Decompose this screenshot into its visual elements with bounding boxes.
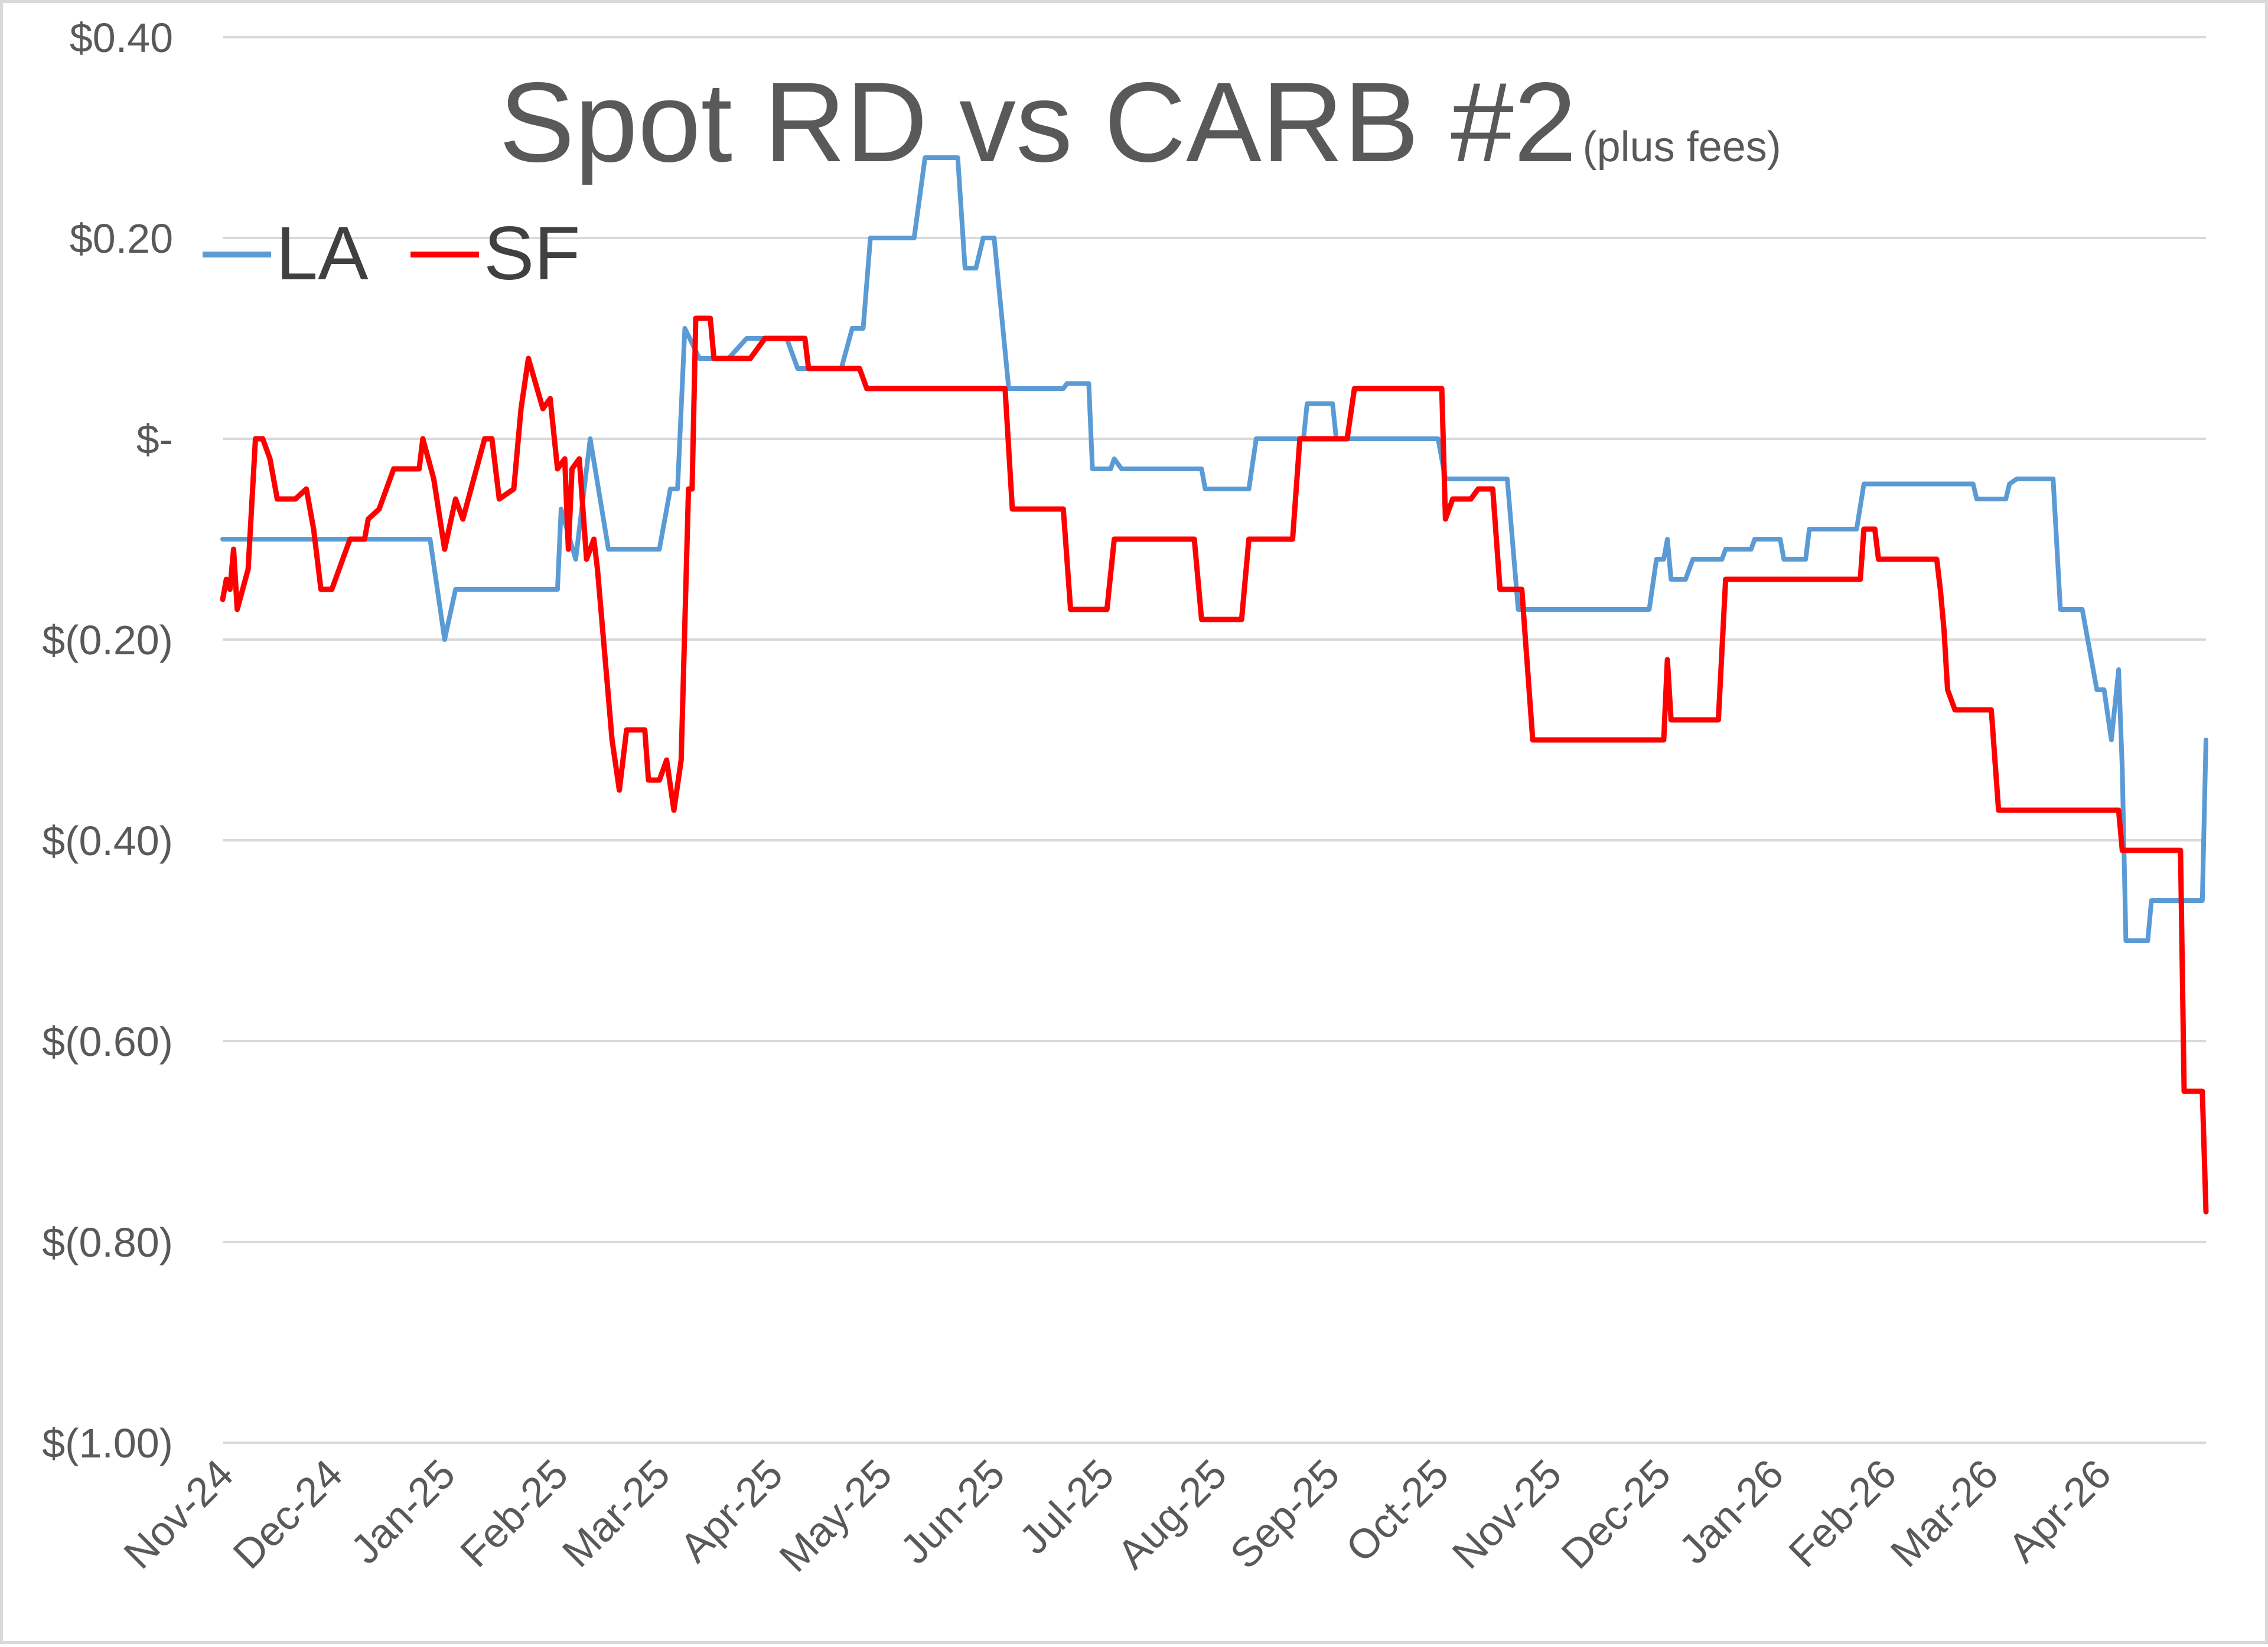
x-tick-label: May-25	[771, 1450, 901, 1580]
x-tick-label: Dec-25	[1553, 1450, 1680, 1577]
x-tick-label: Apr-26	[1999, 1450, 2120, 1571]
y-axis-tick-labels: $0.40 $0.20 $- $(0.20) $(0.40) $(0.60) $(0.80)…	[42, 15, 173, 1466]
x-tick-label: Aug-25	[1109, 1450, 1236, 1577]
legend-label-sf: SF	[484, 211, 581, 296]
x-tick-label: Jul-25	[1011, 1450, 1123, 1563]
y-tick-label: $-	[136, 416, 173, 462]
y-tick-label: $(1.00)	[42, 1420, 173, 1466]
x-tick-label: Dec-24	[224, 1450, 351, 1577]
x-tick-label: Nov-25	[1443, 1450, 1570, 1577]
chart-subtitle: (plus fees)	[1583, 123, 1781, 171]
series-line-sf	[220, 315, 2209, 1215]
y-tick-label: $(0.60)	[42, 1019, 173, 1065]
chart-title: Spot RD vs CARB #2 (plus fees)	[499, 58, 1781, 185]
y-tick-label: $0.40	[70, 15, 173, 61]
x-tick-label: Mar-26	[1882, 1450, 2007, 1576]
x-tick-label: Sep-25	[1221, 1450, 1348, 1577]
chart-title-main: Spot RD vs CARB #2	[499, 58, 1577, 185]
x-tick-label: Feb-26	[1780, 1450, 1905, 1576]
y-tick-label: $(0.80)	[42, 1219, 173, 1266]
legend: LA SF	[203, 211, 581, 296]
x-tick-label: Oct-25	[1337, 1450, 1458, 1571]
series-lines	[220, 155, 2209, 1215]
x-tick-label: Mar-25	[553, 1450, 679, 1576]
x-tick-label: Nov-24	[115, 1450, 242, 1577]
y-tick-label: $(0.20)	[42, 617, 173, 663]
x-tick-label: Jan-25	[342, 1450, 464, 1573]
x-tick-label: Feb-25	[451, 1450, 576, 1576]
x-tick-label: Jan-26	[1670, 1450, 1793, 1573]
y-tick-label: $0.20	[70, 216, 173, 262]
y-tick-label: $(0.40)	[42, 818, 173, 864]
x-tick-label: Jun-25	[891, 1450, 1014, 1573]
chart-svg: $0.40 $0.20 $- $(0.20) $(0.40) $(0.60) $(0.80)…	[42, 15, 2209, 1581]
x-axis-tick-labels: Nov-24Dec-24Jan-25Feb-25Mar-25Apr-25May-…	[115, 1450, 2120, 1580]
x-tick-label: Apr-25	[671, 1450, 791, 1571]
legend-label-la: LA	[276, 211, 369, 296]
